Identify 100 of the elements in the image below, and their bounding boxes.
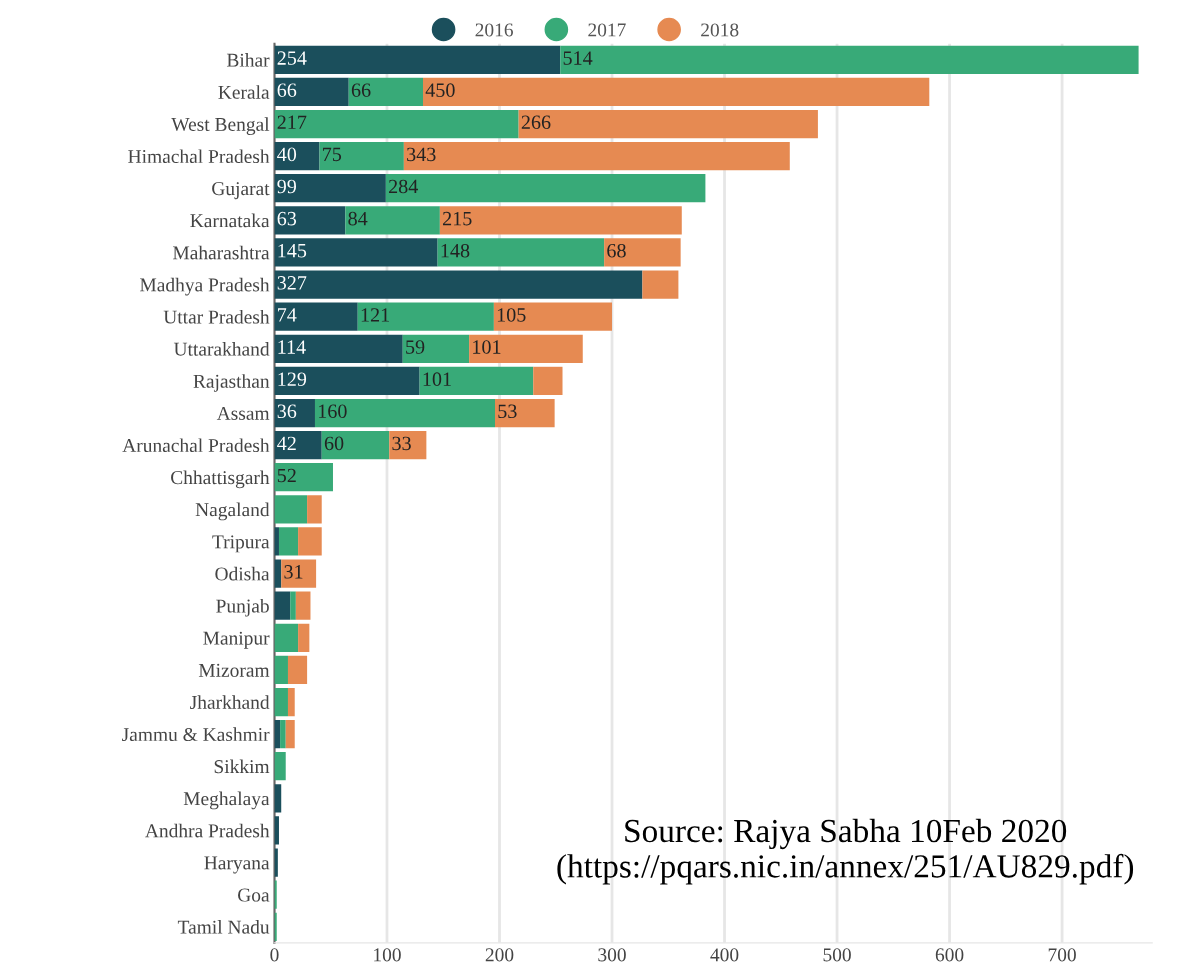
bar [518, 109, 818, 139]
y-tick-label: Himachal Pradesh [128, 149, 270, 164]
bar [419, 366, 534, 396]
data-label: 36 [277, 404, 297, 419]
bar [274, 174, 386, 203]
data-label: 266 [521, 115, 551, 130]
y-tick-label: Maharashtra [172, 245, 270, 260]
data-label: 450 [425, 83, 455, 97]
data-label: 145 [278, 244, 307, 258]
y-tick-label: Nagaland [195, 502, 270, 521]
data-label: 33 [392, 436, 411, 451]
data-label: 74 [278, 308, 297, 322]
data-label: 114 [278, 340, 306, 354]
bar [403, 142, 790, 171]
bar [385, 174, 706, 203]
bar [274, 816, 279, 845]
bar [274, 559, 282, 588]
y-tick-label: Jammu & Kashmir [122, 727, 270, 742]
y-tick-label: Tamil Nadu [177, 920, 270, 934]
bar [274, 463, 333, 492]
bar [493, 302, 613, 331]
bar [274, 655, 288, 685]
bar [307, 495, 322, 524]
y-tick-label: Meghalaya [183, 791, 270, 810]
y-tick-label: Sikkim [214, 759, 270, 774]
bar [274, 77, 349, 107]
y-tick-label: Manipur [203, 631, 270, 649]
bar [274, 238, 438, 267]
bar [533, 366, 563, 396]
data-label: 284 [389, 179, 419, 194]
data-label: 68 [607, 243, 626, 258]
data-label: 148 [441, 243, 470, 258]
data-label: 101 [423, 372, 451, 386]
bar [604, 238, 681, 267]
y-tick-label: Rajasthan [193, 374, 270, 392]
y-tick-label: Madhya Pradesh [140, 277, 270, 296]
bar [274, 334, 403, 363]
bar [345, 206, 440, 235]
bar [274, 687, 288, 717]
bar [348, 77, 423, 107]
x-tick-label: 600 [935, 948, 964, 962]
data-label: 514 [563, 51, 593, 65]
legend-label: 2016 [475, 23, 513, 37]
y-tick-label: Odisha [215, 566, 270, 581]
bar [274, 142, 320, 171]
y-tick-label: West Bengal [171, 117, 270, 135]
data-label: 217 [277, 115, 307, 129]
data-label: 66 [277, 83, 297, 97]
data-label: 105 [497, 308, 526, 322]
bar [321, 431, 390, 460]
bar [274, 109, 519, 139]
y-tick-label: Tripura [212, 535, 270, 553]
bar [278, 527, 299, 556]
y-tick-label: Andhra Pradesh [145, 823, 270, 838]
data-label: 343 [407, 147, 436, 162]
y-tick-label: Chhattisgarh [171, 470, 270, 489]
bar [274, 752, 286, 781]
y-tick-label: Punjab [216, 598, 269, 617]
bar [274, 623, 299, 652]
data-label: 101 [473, 340, 501, 354]
y-tick-label: Jharkhand [190, 695, 270, 709]
bar [274, 270, 643, 299]
bar [274, 366, 420, 396]
bar [285, 719, 295, 749]
y-tick-label: Gujarat [212, 182, 270, 200]
bar [287, 687, 295, 717]
legend-label: 2018 [701, 23, 739, 37]
data-label: 63 [277, 211, 297, 226]
data-label: 121 [361, 308, 389, 322]
y-tick-label: Karnataka [190, 213, 270, 228]
x-tick-label: 100 [374, 948, 401, 962]
bar [274, 495, 308, 524]
bar [319, 142, 404, 171]
x-tick-label: 500 [823, 948, 851, 962]
bar [314, 398, 495, 428]
data-label: 66 [351, 83, 371, 97]
x-tick-label: 300 [598, 948, 626, 962]
data-label: 215 [443, 211, 472, 226]
bar [280, 719, 286, 749]
annotation: Source: Rajya Sabha 10Feb 2020 (https://pqars.nic.in/annex/251/AU829.pdf) [557, 818, 1134, 885]
data-label: 99 [277, 179, 297, 194]
x-tick-label: 700 [1048, 948, 1076, 962]
bar [274, 302, 358, 331]
bar [274, 206, 346, 235]
bar [642, 270, 679, 299]
data-label: 84 [348, 211, 368, 226]
y-tick-label: Arunachal Pradesh [122, 438, 270, 453]
x-tick-label: 0 [270, 948, 279, 962]
data-label: 31 [284, 565, 303, 579]
data-label: 254 [277, 51, 307, 65]
y-tick-label: Kerala [218, 85, 270, 99]
bar [402, 334, 470, 363]
bar [437, 238, 605, 267]
y-tick-label: Bihar [226, 53, 270, 67]
bar [495, 398, 555, 428]
y-tick-label: Uttar Pradesh [163, 309, 270, 324]
bar [274, 848, 278, 877]
bar [469, 334, 583, 363]
y-tick-label: Mizoram [198, 663, 270, 677]
bar [357, 302, 494, 331]
